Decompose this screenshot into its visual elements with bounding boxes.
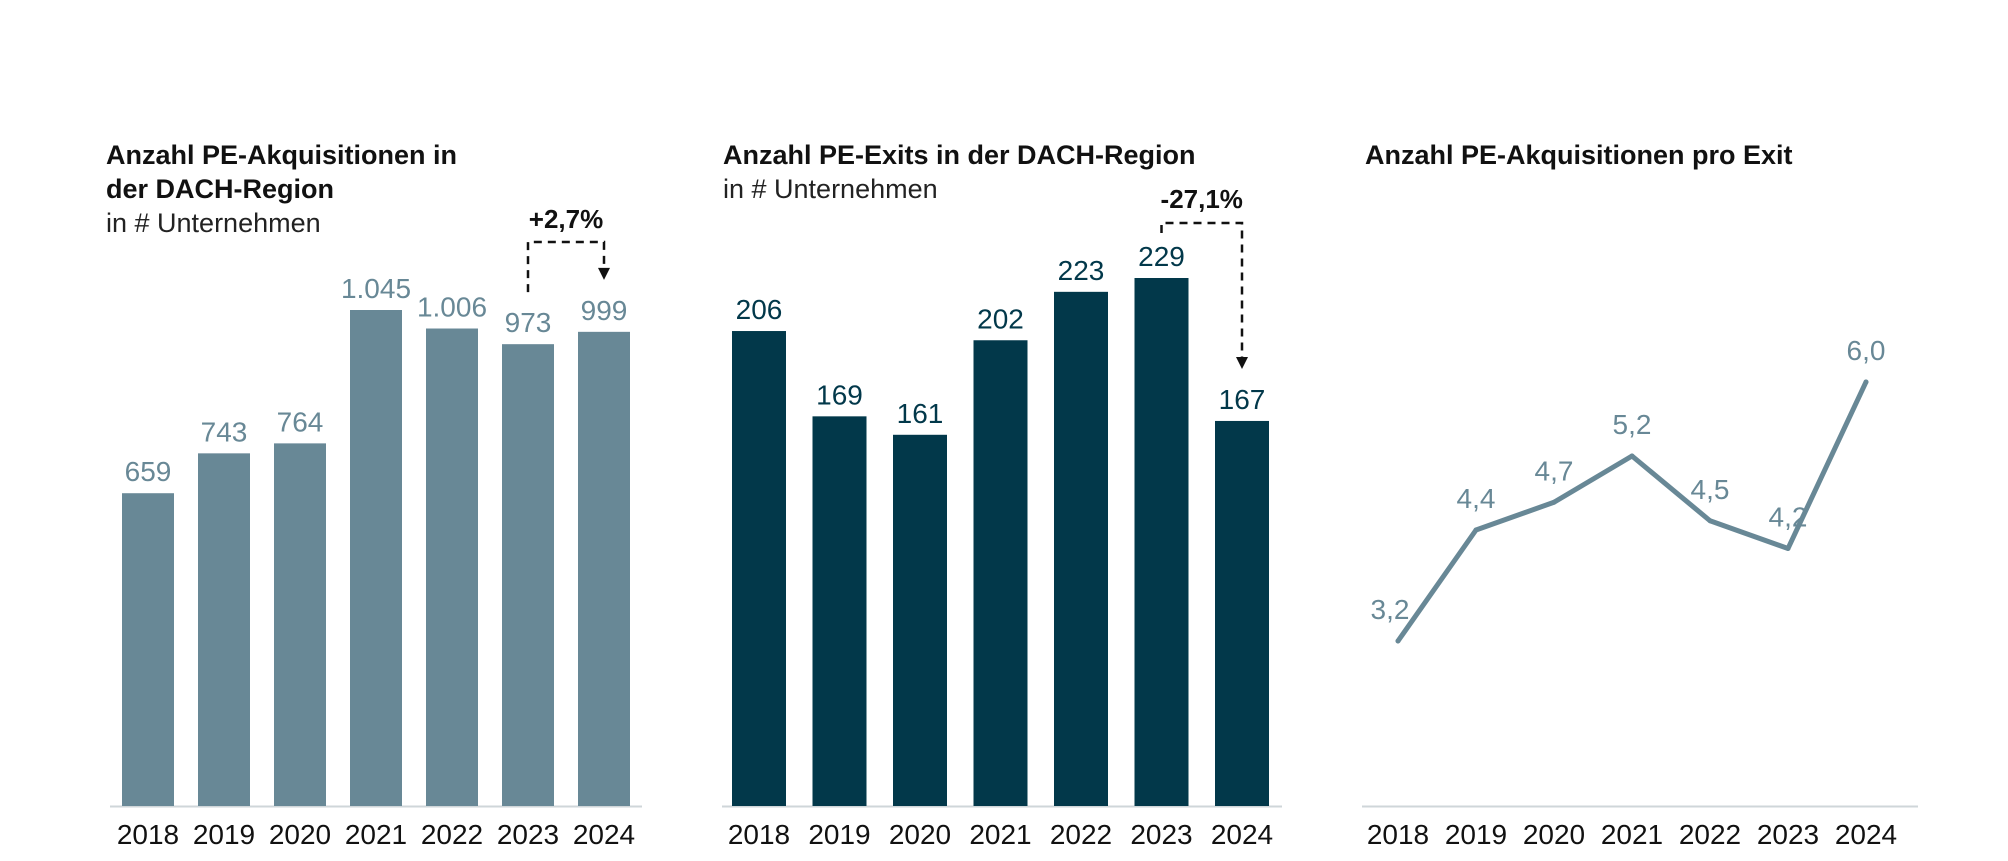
chart1-change-label: +2,7% <box>529 204 603 234</box>
chart2-x-tick-2023: 2023 <box>1130 819 1192 850</box>
chart3-point-2021 <box>1629 453 1635 459</box>
chart2-change-label: -27,1% <box>1161 184 1243 214</box>
chart2-value-label-2018: 206 <box>736 294 783 325</box>
chart3-point-2022 <box>1707 518 1713 524</box>
chart2-bar-2019 <box>812 416 867 806</box>
chart2-title: Anzahl PE-Exits in der DACH-Region <box>723 140 1196 170</box>
chart1-value-label-2021: 1.045 <box>341 273 411 304</box>
chart1-bar-2019 <box>198 453 250 806</box>
chart2-bar-2023 <box>1134 278 1189 806</box>
chart1-bar-2021 <box>350 310 402 806</box>
chart2-value-label-2023: 229 <box>1138 241 1185 272</box>
chart2-change-arrowhead <box>1236 356 1248 369</box>
chart1-x-tick-2021: 2021 <box>345 819 407 850</box>
chart2-bar-2018 <box>732 331 786 806</box>
chart1-bar-2022 <box>426 328 478 806</box>
chart3-x-tick-2022: 2022 <box>1679 819 1741 850</box>
chart3-value-label-2020: 4,7 <box>1535 455 1574 486</box>
chart3-value-label-2021: 5,2 <box>1613 409 1652 440</box>
chart2-bar-2020 <box>893 434 947 806</box>
chart1-value-label-2023: 973 <box>505 307 552 338</box>
chart1-change-bracket <box>526 240 606 293</box>
chart2-value-label-2024: 167 <box>1219 384 1266 415</box>
chart3-point-2023 <box>1785 546 1791 551</box>
chart2-change-bracket <box>1160 221 1244 359</box>
chart2-bar-2022 <box>1054 291 1108 806</box>
chart1-x-tick-2023: 2023 <box>497 819 559 850</box>
chart2-subtitle: in # Unternehmen <box>723 174 938 204</box>
chart3-x-tick-2019: 2019 <box>1445 819 1507 850</box>
chart3-value-label-2023: 4,2 <box>1769 502 1808 533</box>
chart2-x-tick-2018: 2018 <box>728 819 790 850</box>
chart2-bar-2021 <box>973 340 1028 806</box>
chart1-x-tick-2022: 2022 <box>421 819 483 850</box>
chart2-x-tick-2024: 2024 <box>1211 819 1273 850</box>
chart1-x-tick-2020: 2020 <box>269 819 331 850</box>
chart2-x-tick-2020: 2020 <box>889 819 951 850</box>
chart3-x-tick-2021: 2021 <box>1601 819 1663 850</box>
chart2-x-tick-2022: 2022 <box>1050 819 1112 850</box>
chart3-value-label-2018: 3,2 <box>1371 594 1410 625</box>
chart2-value-label-2021: 202 <box>977 303 1024 334</box>
chart2-x-tick-2019: 2019 <box>808 819 870 850</box>
chart3-point-2019 <box>1473 527 1479 533</box>
chart1-bar-2018 <box>122 493 174 806</box>
chart3-point-2020 <box>1551 499 1557 505</box>
chart3-x-tick-2024: 2024 <box>1835 819 1897 850</box>
chart1-value-label-2018: 659 <box>125 456 172 487</box>
chart3-x-tick-2018: 2018 <box>1367 819 1429 850</box>
chart1-subtitle: in # Unternehmen <box>106 208 321 238</box>
chart2-value-label-2020: 161 <box>897 398 944 429</box>
chart2-value-label-2022: 223 <box>1058 255 1105 286</box>
chart1-bar-2023 <box>502 344 554 806</box>
chart2-bar-2024 <box>1215 420 1269 806</box>
chart1-x-tick-2024: 2024 <box>573 819 635 850</box>
chart3-x-tick-2020: 2020 <box>1523 819 1585 850</box>
chart3-title: Anzahl PE-Akquisitionen pro Exit <box>1365 140 1793 170</box>
chart2-x-tick-2021: 2021 <box>969 819 1031 850</box>
chart3-value-label-2024: 6,0 <box>1847 335 1886 366</box>
chart3-x-tick-2023: 2023 <box>1757 819 1819 850</box>
chart3-value-label-2019: 4,4 <box>1457 483 1496 514</box>
chart1-title-line2: der DACH-Region <box>106 174 334 204</box>
chart1-bar-2020 <box>274 443 326 806</box>
chart1-x-tick-2018: 2018 <box>117 819 179 850</box>
chart3-point-2024 <box>1863 379 1869 385</box>
chart1-x-tick-2019: 2019 <box>193 819 255 850</box>
chart1-title-line1: Anzahl PE-Akquisitionen in <box>106 140 458 170</box>
chart1-bar-2024 <box>578 331 630 806</box>
chart1-value-label-2020: 764 <box>277 406 324 437</box>
chart1-value-label-2024: 999 <box>581 295 628 326</box>
chart1-value-label-2022: 1.006 <box>417 292 487 323</box>
chart3-point-2018 <box>1395 638 1401 644</box>
chart2-value-label-2019: 169 <box>816 379 863 410</box>
chart1-change-arrowhead <box>598 267 610 280</box>
chart1-value-label-2019: 743 <box>201 416 248 447</box>
chart3-value-label-2022: 4,5 <box>1691 474 1730 505</box>
